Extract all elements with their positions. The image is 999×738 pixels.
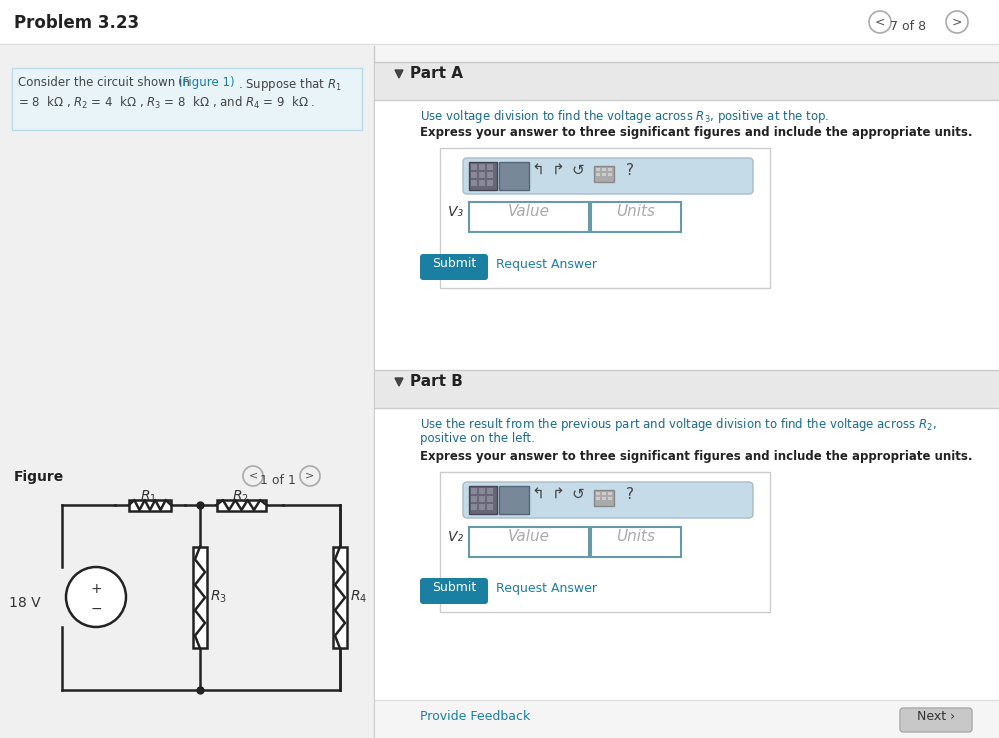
Text: Problem 3.23: Problem 3.23 <box>14 14 139 32</box>
Text: Use voltage division to find the voltage across $R_3$, positive at the top.: Use voltage division to find the voltage… <box>420 108 829 125</box>
Text: Submit: Submit <box>432 581 477 594</box>
FancyBboxPatch shape <box>193 547 207 649</box>
FancyBboxPatch shape <box>471 504 477 510</box>
Text: Part A: Part A <box>410 66 463 81</box>
Text: (Figure 1): (Figure 1) <box>178 76 235 89</box>
Text: Express your answer to three significant figures and include the appropriate uni: Express your answer to three significant… <box>420 450 972 463</box>
FancyBboxPatch shape <box>591 527 681 557</box>
FancyBboxPatch shape <box>375 100 999 370</box>
FancyBboxPatch shape <box>608 497 612 500</box>
Text: ↰: ↰ <box>531 487 544 502</box>
FancyBboxPatch shape <box>471 496 477 502</box>
FancyBboxPatch shape <box>596 173 600 176</box>
FancyBboxPatch shape <box>469 162 497 190</box>
FancyBboxPatch shape <box>0 46 374 738</box>
Text: $R_4$: $R_4$ <box>350 589 368 605</box>
FancyBboxPatch shape <box>487 180 493 186</box>
Text: >: > <box>952 16 962 29</box>
Text: ↺: ↺ <box>571 163 584 178</box>
Text: 7 of 8: 7 of 8 <box>890 19 926 32</box>
FancyBboxPatch shape <box>440 472 770 612</box>
FancyBboxPatch shape <box>487 504 493 510</box>
Text: Units: Units <box>616 204 655 219</box>
Text: ↱: ↱ <box>551 487 564 502</box>
FancyBboxPatch shape <box>469 527 589 557</box>
Text: ↱: ↱ <box>551 163 564 178</box>
Polygon shape <box>395 378 403 386</box>
FancyBboxPatch shape <box>440 148 770 288</box>
FancyBboxPatch shape <box>479 180 485 186</box>
FancyBboxPatch shape <box>608 168 612 171</box>
Text: Consider the circuit shown in: Consider the circuit shown in <box>18 76 194 89</box>
FancyBboxPatch shape <box>469 202 589 232</box>
Text: Part B: Part B <box>410 374 463 389</box>
Text: Next ›: Next › <box>917 710 955 723</box>
FancyBboxPatch shape <box>479 496 485 502</box>
FancyBboxPatch shape <box>487 488 493 494</box>
Text: Figure: Figure <box>14 470 64 484</box>
Text: 1 of 1: 1 of 1 <box>260 474 296 486</box>
FancyBboxPatch shape <box>602 168 606 171</box>
Text: μA: μA <box>504 163 523 176</box>
FancyBboxPatch shape <box>487 164 493 170</box>
FancyBboxPatch shape <box>471 180 477 186</box>
Text: Value: Value <box>508 204 550 219</box>
FancyBboxPatch shape <box>602 492 606 495</box>
FancyBboxPatch shape <box>499 162 529 190</box>
FancyBboxPatch shape <box>479 504 485 510</box>
Text: . Suppose that $R_1$: . Suppose that $R_1$ <box>238 76 342 93</box>
FancyBboxPatch shape <box>594 490 614 506</box>
FancyBboxPatch shape <box>608 173 612 176</box>
FancyBboxPatch shape <box>479 172 485 178</box>
FancyBboxPatch shape <box>608 492 612 495</box>
FancyBboxPatch shape <box>375 62 999 100</box>
FancyBboxPatch shape <box>420 578 488 604</box>
Circle shape <box>66 567 126 627</box>
Text: V₃ =: V₃ = <box>448 205 480 219</box>
Text: V₂ =: V₂ = <box>448 530 480 544</box>
FancyBboxPatch shape <box>596 168 600 171</box>
Text: = 8  kΩ , $R_2$ = 4  kΩ , $R_3$ = 8  kΩ , and $R_4$ = 9  kΩ .: = 8 kΩ , $R_2$ = 4 kΩ , $R_3$ = 8 kΩ , a… <box>18 95 316 111</box>
FancyBboxPatch shape <box>596 492 600 495</box>
FancyBboxPatch shape <box>463 158 753 194</box>
Text: Request Answer: Request Answer <box>496 582 597 595</box>
FancyBboxPatch shape <box>487 172 493 178</box>
FancyBboxPatch shape <box>333 547 347 649</box>
FancyBboxPatch shape <box>499 486 529 514</box>
Text: ?: ? <box>626 163 634 178</box>
FancyBboxPatch shape <box>375 700 999 738</box>
Text: Value: Value <box>508 529 550 544</box>
FancyBboxPatch shape <box>471 488 477 494</box>
FancyBboxPatch shape <box>471 164 477 170</box>
Text: Use the result from the previous part and voltage division to find the voltage a: Use the result from the previous part an… <box>420 416 937 433</box>
FancyBboxPatch shape <box>594 166 614 182</box>
Text: <: < <box>875 16 885 29</box>
Text: Units: Units <box>616 529 655 544</box>
Text: Express your answer to three significant figures and include the appropriate uni: Express your answer to three significant… <box>420 126 972 139</box>
Text: ↺: ↺ <box>571 487 584 502</box>
Text: Submit: Submit <box>432 257 477 270</box>
Text: +: + <box>90 582 102 596</box>
FancyBboxPatch shape <box>479 488 485 494</box>
FancyBboxPatch shape <box>420 254 488 280</box>
Text: $R_1$: $R_1$ <box>140 489 157 506</box>
FancyBboxPatch shape <box>469 486 497 514</box>
Text: $R_3$: $R_3$ <box>210 589 227 605</box>
FancyBboxPatch shape <box>591 202 681 232</box>
FancyBboxPatch shape <box>900 708 972 732</box>
FancyBboxPatch shape <box>463 482 753 518</box>
FancyBboxPatch shape <box>129 500 171 511</box>
Text: <: < <box>249 470 258 480</box>
Text: >: > <box>306 470 315 480</box>
FancyBboxPatch shape <box>375 408 999 700</box>
Text: positive on the left.: positive on the left. <box>420 432 534 445</box>
FancyBboxPatch shape <box>217 500 267 511</box>
FancyBboxPatch shape <box>602 173 606 176</box>
FancyBboxPatch shape <box>0 0 999 44</box>
Text: −: − <box>90 602 102 616</box>
FancyBboxPatch shape <box>596 497 600 500</box>
FancyBboxPatch shape <box>479 164 485 170</box>
Text: ↰: ↰ <box>531 163 544 178</box>
Polygon shape <box>395 70 403 78</box>
